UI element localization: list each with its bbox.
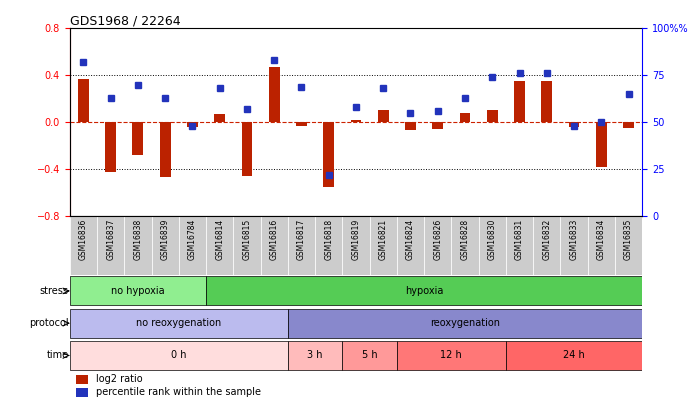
Bar [350, 120, 362, 122]
FancyBboxPatch shape [288, 309, 642, 338]
Text: 12 h: 12 h [440, 350, 462, 360]
Bar [296, 122, 307, 126]
FancyBboxPatch shape [70, 216, 97, 275]
FancyBboxPatch shape [506, 216, 533, 275]
Text: GSM16817: GSM16817 [297, 219, 306, 260]
FancyBboxPatch shape [615, 216, 642, 275]
Text: GSM16838: GSM16838 [133, 219, 142, 260]
FancyBboxPatch shape [151, 216, 179, 275]
FancyBboxPatch shape [397, 341, 506, 370]
Text: GSM16824: GSM16824 [406, 219, 415, 260]
Text: GSM16832: GSM16832 [542, 219, 551, 260]
FancyBboxPatch shape [479, 216, 506, 275]
FancyBboxPatch shape [533, 216, 560, 275]
Bar [378, 111, 389, 122]
FancyBboxPatch shape [260, 216, 288, 275]
Bar [269, 67, 280, 122]
FancyBboxPatch shape [70, 276, 206, 305]
Text: no hypoxia: no hypoxia [111, 286, 165, 296]
FancyBboxPatch shape [370, 216, 397, 275]
Text: GSM16819: GSM16819 [352, 219, 360, 260]
FancyBboxPatch shape [70, 309, 288, 338]
Bar [432, 122, 443, 129]
Text: GDS1968 / 22264: GDS1968 / 22264 [70, 14, 180, 27]
Bar [75, 375, 88, 384]
FancyBboxPatch shape [452, 216, 479, 275]
Text: 5 h: 5 h [362, 350, 378, 360]
FancyBboxPatch shape [206, 276, 642, 305]
Text: GSM16835: GSM16835 [624, 219, 633, 260]
Bar [78, 79, 89, 122]
Text: GSM16833: GSM16833 [570, 219, 579, 260]
Bar [623, 122, 634, 128]
Text: 24 h: 24 h [563, 350, 585, 360]
Bar [596, 122, 607, 167]
FancyBboxPatch shape [97, 216, 124, 275]
Bar [459, 113, 470, 122]
Bar [514, 81, 525, 122]
FancyBboxPatch shape [179, 216, 206, 275]
Text: GSM16814: GSM16814 [215, 219, 224, 260]
Text: protocol: protocol [29, 318, 68, 328]
FancyBboxPatch shape [397, 216, 424, 275]
FancyBboxPatch shape [342, 216, 370, 275]
Text: reoxygenation: reoxygenation [430, 318, 500, 328]
FancyBboxPatch shape [70, 341, 288, 370]
Text: no reoxygenation: no reoxygenation [136, 318, 221, 328]
Text: GSM16837: GSM16837 [106, 219, 115, 260]
Bar [133, 122, 143, 155]
FancyBboxPatch shape [288, 216, 315, 275]
Text: 3 h: 3 h [307, 350, 323, 360]
Text: GSM16826: GSM16826 [433, 219, 443, 260]
Bar [160, 122, 170, 177]
Text: GSM16821: GSM16821 [379, 219, 387, 260]
FancyBboxPatch shape [424, 216, 452, 275]
Bar [542, 81, 552, 122]
Text: GSM16830: GSM16830 [488, 219, 497, 260]
FancyBboxPatch shape [588, 216, 615, 275]
Bar [75, 388, 88, 397]
Text: 0 h: 0 h [171, 350, 186, 360]
Text: GSM16828: GSM16828 [461, 219, 470, 260]
Bar [487, 111, 498, 122]
Text: GSM16836: GSM16836 [79, 219, 88, 260]
FancyBboxPatch shape [315, 216, 342, 275]
Text: GSM16831: GSM16831 [515, 219, 524, 260]
Text: GSM16834: GSM16834 [597, 219, 606, 260]
Bar [242, 122, 253, 176]
Text: stress: stress [40, 286, 68, 296]
Bar [569, 122, 579, 127]
Text: GSM16815: GSM16815 [242, 219, 251, 260]
Text: log2 ratio: log2 ratio [96, 374, 142, 384]
Text: percentile rank within the sample: percentile rank within the sample [96, 388, 260, 397]
FancyBboxPatch shape [506, 341, 642, 370]
Bar [405, 122, 416, 130]
FancyBboxPatch shape [342, 341, 397, 370]
Text: GSM16784: GSM16784 [188, 219, 197, 260]
Bar [323, 122, 334, 187]
FancyBboxPatch shape [206, 216, 233, 275]
Bar [105, 122, 116, 172]
Text: GSM16818: GSM16818 [325, 219, 333, 260]
Text: hypoxia: hypoxia [405, 286, 443, 296]
Bar [214, 114, 225, 122]
FancyBboxPatch shape [288, 341, 342, 370]
Bar [187, 122, 198, 127]
FancyBboxPatch shape [233, 216, 260, 275]
FancyBboxPatch shape [124, 216, 151, 275]
Text: GSM16816: GSM16816 [269, 219, 279, 260]
Text: time: time [46, 350, 68, 360]
FancyBboxPatch shape [560, 216, 588, 275]
Text: GSM16839: GSM16839 [161, 219, 170, 260]
